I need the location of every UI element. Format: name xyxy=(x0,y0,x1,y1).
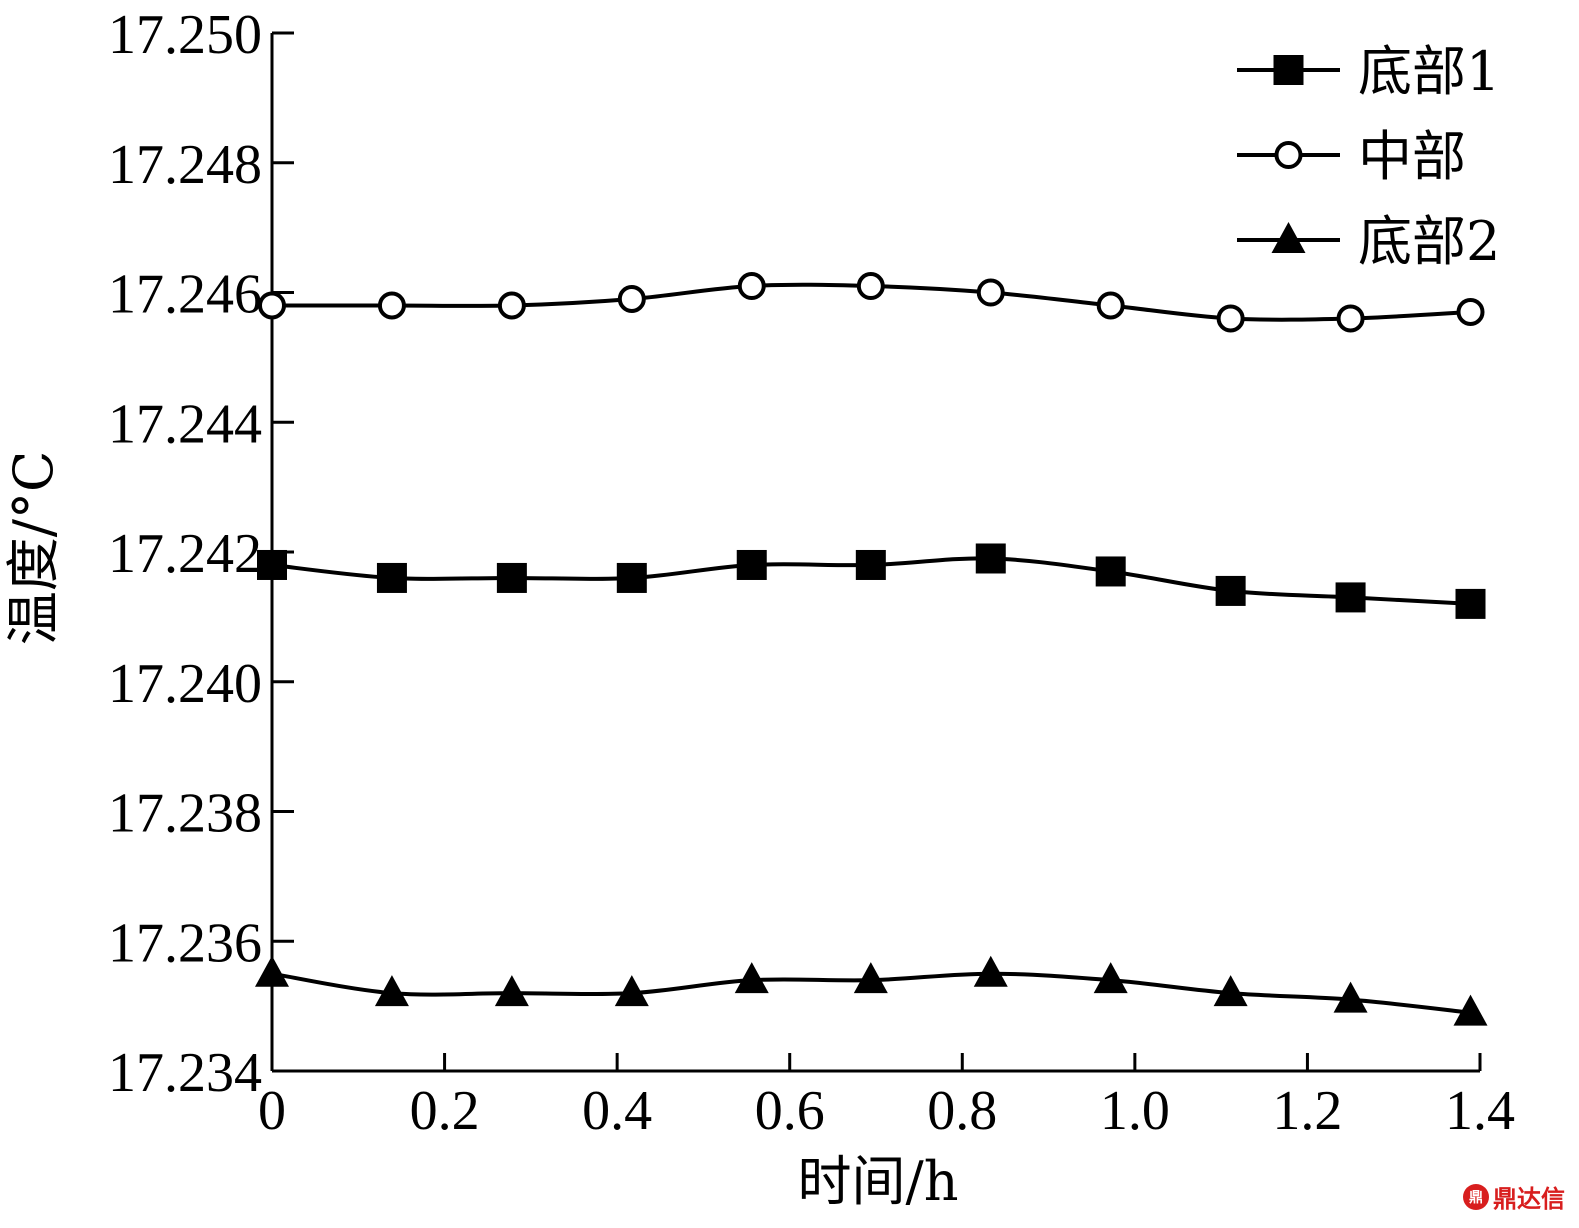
data-point xyxy=(856,272,885,301)
data-point xyxy=(255,955,289,987)
data-point xyxy=(853,962,888,994)
data-point xyxy=(376,562,407,593)
data-point xyxy=(734,962,769,994)
y-tick-label: 17.240 xyxy=(108,653,262,715)
legend-item: 底部1 xyxy=(1237,40,1500,103)
data-point xyxy=(855,549,886,580)
legend-label: 底部2 xyxy=(1358,210,1500,273)
x-tick-label: 1.4 xyxy=(1445,1080,1515,1142)
data-point xyxy=(374,975,409,1007)
data-point xyxy=(1215,575,1246,606)
y-axis-label: 温度/°C xyxy=(2,451,65,646)
legend-marker xyxy=(1271,222,1306,253)
x-axis-label: 时间/h xyxy=(798,1150,959,1213)
legend-label: 中部 xyxy=(1358,125,1466,188)
y-tick-label: 17.246 xyxy=(108,264,262,326)
legend-marker xyxy=(1273,55,1304,85)
y-tick-label: 17.236 xyxy=(108,912,262,974)
y-tick-label: 17.248 xyxy=(108,134,262,196)
data-point xyxy=(258,291,286,320)
legend-marker xyxy=(1274,141,1303,169)
y-tick-label: 17.234 xyxy=(108,1042,262,1104)
data-point xyxy=(736,549,767,580)
data-point xyxy=(617,284,646,313)
data-point xyxy=(496,562,527,593)
data-point xyxy=(1456,297,1485,326)
data-point xyxy=(616,562,647,593)
data-point xyxy=(973,955,1008,987)
data-point xyxy=(614,975,649,1007)
series-group xyxy=(255,272,1488,1026)
legend-item: 中部 xyxy=(1237,125,1466,188)
y-axis-ticks: 17.250 17.248 17.246 17.244 17.242 17.240 17.2… xyxy=(108,4,294,1104)
series-1 xyxy=(257,543,1486,619)
x-tick-label: 0 xyxy=(258,1080,286,1142)
x-axis-ticks: 0 0.2 0.4 0.6 0.8 1.0 1.2 1.4 xyxy=(258,1053,1515,1142)
legend-label: 底部1 xyxy=(1358,40,1500,103)
watermark-text: 鼎达信 xyxy=(1493,1185,1565,1213)
data-point xyxy=(1453,994,1488,1026)
y-tick-label: 17.244 xyxy=(108,393,262,455)
watermark: 鼎 鼎达信 xyxy=(1463,1179,1565,1214)
x-tick-label: 0.4 xyxy=(582,1080,652,1142)
data-point xyxy=(494,975,529,1007)
data-point xyxy=(1213,975,1248,1007)
data-point xyxy=(1093,962,1128,994)
data-point xyxy=(1336,304,1365,333)
x-tick-label: 1.0 xyxy=(1100,1080,1170,1142)
data-point xyxy=(1216,304,1245,333)
series-3 xyxy=(255,955,1488,1026)
data-point xyxy=(377,291,406,320)
watermark-logo-icon: 鼎 xyxy=(1463,1183,1489,1210)
y-tick-label: 17.238 xyxy=(108,783,262,845)
data-point xyxy=(497,291,526,320)
x-tick-label: 0.2 xyxy=(410,1080,480,1142)
legend-item: 底部2 xyxy=(1237,210,1500,273)
data-point xyxy=(1333,981,1368,1013)
y-tick-label: 17.250 xyxy=(108,4,262,66)
data-point xyxy=(257,549,287,580)
data-point xyxy=(1096,291,1125,320)
series-2 xyxy=(258,272,1485,333)
x-tick-label: 0.6 xyxy=(755,1080,825,1142)
x-tick-label: 0.8 xyxy=(927,1080,997,1142)
x-tick-label: 1.2 xyxy=(1272,1080,1342,1142)
data-point xyxy=(737,272,766,301)
data-point xyxy=(1455,588,1486,619)
data-point xyxy=(1335,582,1366,613)
data-point xyxy=(976,278,1005,307)
data-point xyxy=(975,543,1006,574)
y-tick-label: 17.242 xyxy=(108,523,262,585)
data-point xyxy=(1095,556,1126,587)
